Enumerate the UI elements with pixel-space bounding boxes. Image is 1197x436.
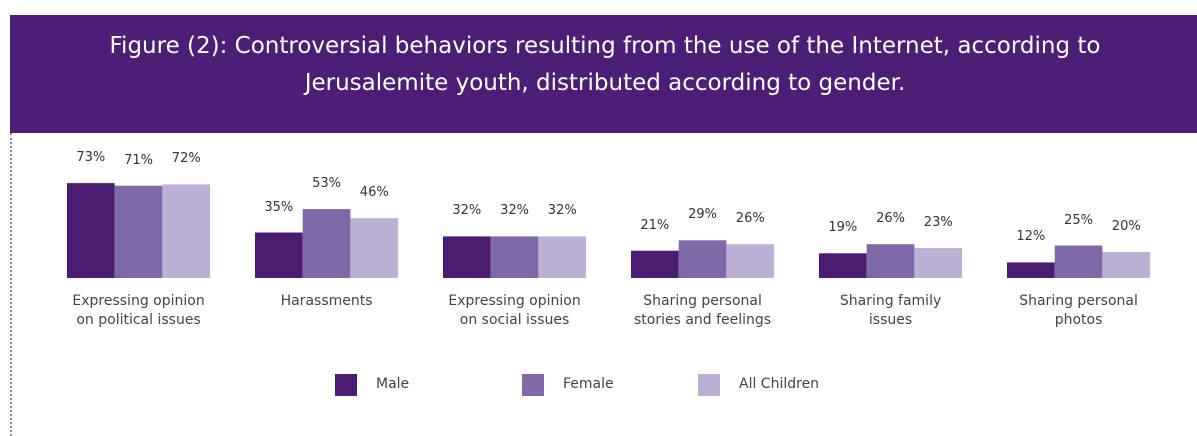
value-label: 53% [312,176,341,192]
value-label: 19% [828,220,858,236]
bar [819,253,867,278]
chart-title: Figure (2): Controversial behaviors resu… [109,33,1101,96]
bar [538,236,587,278]
title-banner [10,15,1197,133]
value-label: 32% [500,203,529,219]
bar [490,236,539,278]
bar [443,236,491,278]
bar [914,248,963,278]
value-label: 32% [547,203,577,219]
value-label: 23% [923,215,953,231]
value-label: 73% [76,150,106,166]
bar [162,184,211,278]
legend-swatch [335,374,357,396]
bar [67,183,115,278]
bar [631,250,679,278]
value-label: 20% [1111,219,1141,234]
bar [866,244,915,278]
bar [1102,252,1151,278]
value-label: 21% [640,217,670,233]
value-label: 26% [735,211,765,227]
bar [1007,262,1055,278]
legend-label: All Children [739,376,820,392]
bar [1054,245,1103,278]
dotted-border [10,133,12,436]
legend-label: Female [563,376,614,392]
bar [350,218,399,278]
value-label: 46% [359,185,389,201]
bar [255,232,303,278]
category-label: Expressing opinion on social issues [448,293,581,328]
value-label: 35% [264,199,294,215]
value-label: 32% [452,203,482,219]
category-label: Sharing personal stories and feelings [633,293,772,328]
value-label: 12% [1016,229,1046,245]
category-label: Expressing opinion on political issues [72,293,205,328]
value-label: 29% [688,207,717,223]
bar [114,185,163,278]
value-label: 26% [876,211,905,227]
value-label: 25% [1064,212,1093,228]
legend-swatch [522,374,544,396]
value-label: 72% [171,151,201,167]
bar [726,244,775,278]
value-label: 71% [124,152,153,168]
category-label: Sharing family issues [839,293,942,328]
category-label: Harassments [280,293,373,309]
legend-swatch [698,374,720,396]
legend-label: Male [376,376,410,392]
bar [678,240,727,278]
bar [302,209,351,278]
category-label: Sharing personal photos [1019,293,1138,328]
